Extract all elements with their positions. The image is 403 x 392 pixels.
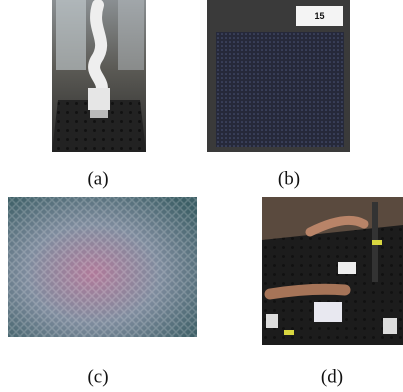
caption: (d) (321, 366, 343, 387)
figure: 15 (a) (b) (c) (d) (0, 0, 403, 392)
caption: (a) (87, 168, 108, 189)
photo-d (262, 197, 403, 345)
photo-a (52, 0, 146, 152)
caption: (b) (278, 168, 300, 189)
photo-c (8, 197, 197, 337)
caption: (c) (87, 366, 108, 387)
photo-b: 15 (207, 0, 350, 152)
sample-label: 15 (314, 11, 324, 21)
